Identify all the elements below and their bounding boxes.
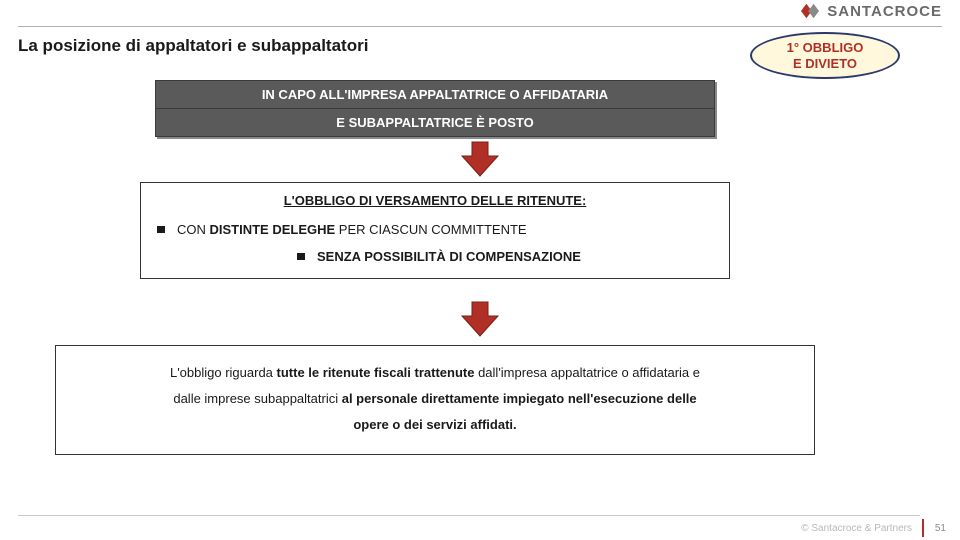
copyright-text: © Santacroce & Partners — [801, 523, 912, 534]
square-bullet-icon — [157, 226, 165, 233]
badge-line1: 1° OBBLIGO — [787, 40, 864, 55]
arrow-down-icon — [460, 140, 500, 178]
bullet-row-1: CON DISTINTE DELEGHE PER CIASCUN COMMITT… — [157, 222, 713, 237]
square-bullet-icon — [297, 253, 305, 260]
arrow-down-icon — [460, 300, 500, 338]
logo-mark-icon — [799, 2, 821, 20]
page-title: La posizione di appaltatori e subappalta… — [18, 36, 368, 56]
brand-logo: SANTACROCE — [799, 2, 942, 20]
obligation-title: L'OBBLIGO DI VERSAMENTO DELLE RITENUTE: — [157, 193, 713, 208]
logo-text: SANTACROCE — [827, 3, 942, 20]
obligation-badge: 1° OBBLIGO E DIVIETO — [750, 32, 900, 79]
bottom-divider — [18, 515, 920, 516]
obligation-box: L'OBBLIGO DI VERSAMENTO DELLE RITENUTE: … — [140, 182, 730, 279]
footer-accent — [922, 519, 924, 537]
grey-header-line2: E SUBAPPALTATRICE È POSTO — [155, 108, 715, 137]
top-divider — [18, 26, 942, 27]
detail-box: L'obbligo riguarda tutte le ritenute fis… — [55, 345, 815, 455]
grey-header-line1: IN CAPO ALL'IMPRESA APPALTATRICE O AFFID… — [155, 80, 715, 109]
bullet1-text: CON DISTINTE DELEGHE PER CIASCUN COMMITT… — [177, 222, 527, 237]
bullet-row-2: SENZA POSSIBILITÀ DI COMPENSAZIONE — [297, 249, 713, 264]
badge-line2: E DIVIETO — [793, 56, 857, 71]
bullet2-text: SENZA POSSIBILITÀ DI COMPENSAZIONE — [317, 249, 581, 264]
page-number: 51 — [935, 523, 946, 534]
